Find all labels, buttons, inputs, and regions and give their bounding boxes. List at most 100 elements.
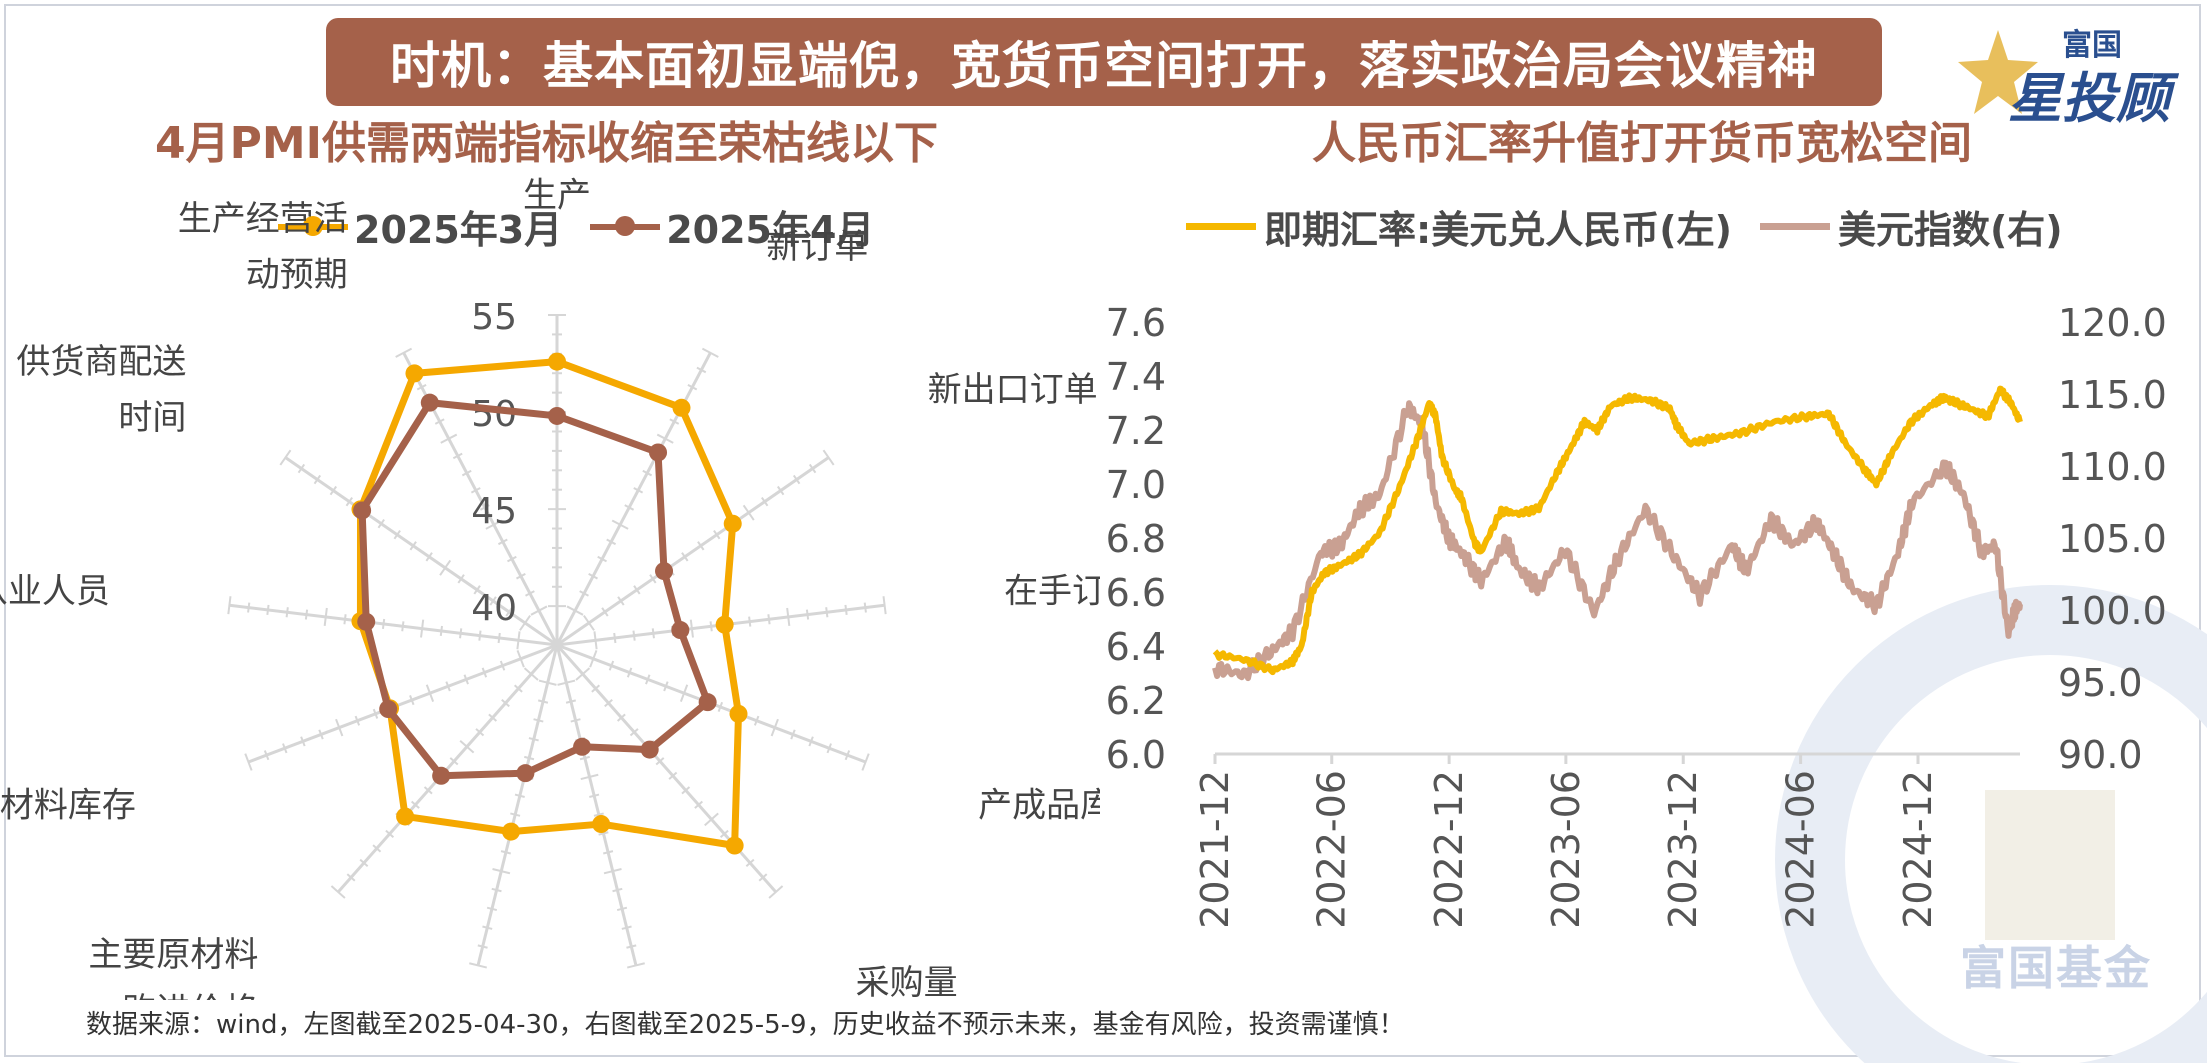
radar-tick [681, 552, 689, 562]
radar-axis-label: 主要原材料 [88, 935, 258, 975]
radar-tick [282, 743, 288, 754]
radar-tick [491, 887, 502, 893]
y-left-tick-label: 6.4 [1106, 625, 1166, 669]
radar-tick [758, 873, 768, 882]
radar-tick [445, 681, 451, 692]
radar-tick [463, 674, 469, 685]
radar-point [396, 807, 415, 826]
logo-top-text: 富国 [2062, 28, 2122, 63]
radar-tick [570, 718, 581, 723]
radar-tick [776, 485, 785, 496]
radar-tick [719, 829, 729, 838]
radar-tick [500, 850, 511, 855]
radar-tick [613, 632, 617, 644]
y-right-tick-label: 90.0 [2058, 733, 2143, 777]
radar-spoke [337, 644, 559, 894]
radar-point [357, 612, 376, 631]
radar-tick [247, 602, 251, 613]
radar-tick [626, 667, 633, 678]
radar-tick [611, 519, 629, 530]
line-chart-title: 人民币汇率升值打开货币宽松空间 [1312, 118, 1972, 169]
radar-axis-label: 采购量 [856, 963, 958, 1000]
radar-tick [485, 519, 503, 530]
radar-tick [501, 699, 510, 708]
radar-tick [748, 616, 752, 627]
brand-logo: 富国 星投顾 [1958, 20, 2172, 130]
radar-axis-label: 生产 [523, 176, 591, 216]
radar-tick [478, 630, 482, 641]
radar-legend: 2025年3月 2025年4月 [278, 196, 902, 256]
radar-tick [696, 366, 707, 374]
radar-tick [663, 681, 669, 692]
radar-tick [805, 609, 810, 620]
radar-point [405, 364, 424, 383]
radar-tick [617, 596, 625, 606]
x-tick-label: 2024-06 [1779, 770, 1823, 929]
radar-point [698, 693, 717, 712]
y-left-tick-label: 7.4 [1106, 355, 1166, 399]
radar-point [502, 822, 521, 841]
radar-tick [626, 944, 637, 949]
radar-tick [753, 715, 760, 726]
radar-tick [524, 755, 535, 761]
radar-tick [604, 699, 613, 708]
x-tick-label: 2023-06 [1544, 770, 1588, 929]
legend-item-apr: 2025年4月 [590, 199, 874, 254]
radar-point [548, 406, 566, 425]
radar-tick [385, 829, 395, 838]
series-line-cny [1212, 385, 2023, 676]
radar-tick [244, 753, 253, 771]
radar-tick [372, 708, 379, 719]
radar-tick [410, 800, 420, 809]
radar-tick [409, 695, 415, 706]
radar-axis-label: 原材料库存 [0, 786, 136, 826]
radar-tick [416, 383, 427, 391]
radar-tick [825, 607, 829, 618]
radar-tick [345, 496, 353, 507]
banner-title: 时机：基本面初显端倪，宽货币空间打开，落实政治局会议精神 [326, 18, 1882, 106]
radar-tick [786, 607, 791, 626]
radar-tick [459, 628, 463, 639]
radar-tick [616, 906, 628, 912]
legend-label-mar: 2025年3月 [354, 207, 563, 252]
radar-point [516, 764, 535, 783]
radar-tick [514, 793, 525, 798]
radar-tick [318, 729, 324, 740]
y-left-tick-label: 7.6 [1106, 301, 1166, 345]
radar-tick [461, 469, 472, 477]
radar-point [432, 766, 451, 785]
radar-tick [767, 614, 771, 625]
radar-tick [475, 728, 485, 737]
radar-tick [709, 621, 713, 632]
radar-tick [538, 679, 557, 686]
radar-series-line-1 [358, 399, 712, 780]
y-left-tick-label: 7.0 [1106, 463, 1166, 507]
radar-tick [608, 660, 615, 671]
radar-tick [589, 793, 600, 798]
radar-tick [822, 449, 835, 466]
radar-point [649, 443, 668, 462]
radar-tick [606, 538, 617, 546]
radar-axis-label: 供货商配送 [16, 342, 186, 382]
radar-tick [632, 630, 636, 641]
radar-tick [434, 418, 445, 425]
radar-tick [808, 463, 817, 474]
radar-axis-label: 从业人员 [0, 572, 110, 612]
radar-tick [285, 607, 289, 618]
radar-tick [687, 383, 698, 391]
radar-tick [629, 728, 639, 737]
radar-tick [649, 574, 657, 584]
radar-tick [624, 504, 635, 511]
radar-tick [633, 487, 644, 494]
radar-tick [459, 739, 475, 754]
radar-point [655, 562, 674, 581]
y-right-tick-label: 110.0 [2058, 445, 2167, 489]
radar-tick [580, 773, 599, 781]
radar-tick [844, 604, 848, 615]
radar-tick [742, 504, 755, 521]
radar-tick [488, 713, 498, 722]
y-right-tick-label: 95.0 [2058, 661, 2143, 705]
radar-tick [656, 433, 674, 444]
radar-tick [651, 628, 655, 639]
radar-tick [593, 631, 598, 650]
